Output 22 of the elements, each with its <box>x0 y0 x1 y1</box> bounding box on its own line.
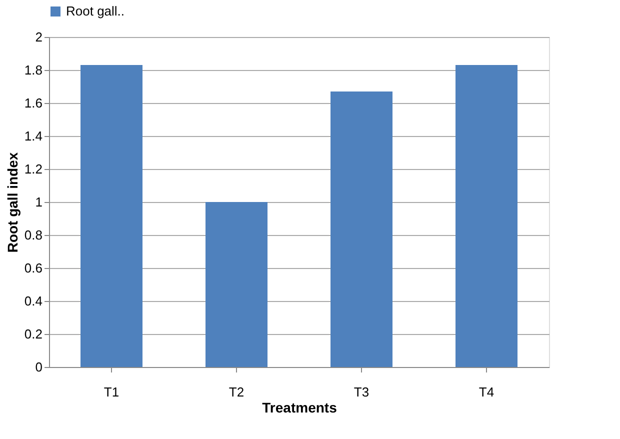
x-tick-label: T2 <box>228 384 244 400</box>
bar <box>206 202 268 367</box>
x-tick-label: T1 <box>104 384 120 400</box>
bar <box>330 91 392 367</box>
y-tick-label: 0.2 <box>24 326 42 342</box>
y-tick-label: 0.4 <box>24 294 42 308</box>
bar <box>456 65 518 367</box>
x-tick-label: T3 <box>354 384 370 400</box>
y-tick-label: 0 <box>35 360 42 374</box>
y-tick-label: 2 <box>35 30 42 44</box>
y-tick-label: 0.6 <box>24 260 42 276</box>
y-axis-title: Root gall index <box>4 152 20 253</box>
y-tick-label: 0.8 <box>24 228 42 242</box>
x-axis-title: Treatments <box>262 400 338 416</box>
bar <box>80 65 142 367</box>
legend-label: Root gall.. <box>66 4 125 18</box>
y-tick-label: 1 <box>35 194 42 210</box>
y-tick-label: 1.4 <box>24 128 42 144</box>
y-tick-label: 1.2 <box>24 162 42 176</box>
x-tick-label: T4 <box>478 384 494 400</box>
y-tick-label: 1.6 <box>24 96 42 110</box>
y-tick-label: 1.8 <box>24 62 42 78</box>
